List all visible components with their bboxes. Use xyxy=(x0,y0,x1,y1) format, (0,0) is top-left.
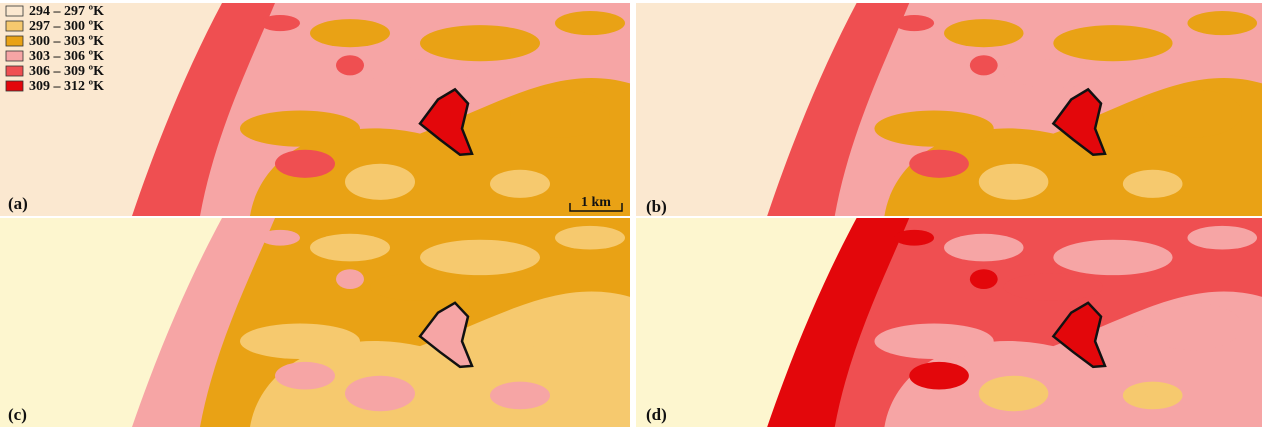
map-panel xyxy=(0,218,630,427)
legend-label: 297 – 300 ºK xyxy=(29,19,104,34)
legend-label: 306 – 309 ºK xyxy=(29,64,104,79)
legend-swatch xyxy=(5,50,24,62)
legend-label: 309 – 312 ºK xyxy=(29,79,104,94)
legend-label: 303 – 306 ºK xyxy=(29,49,104,64)
map-panel xyxy=(636,3,1262,216)
scale-label: 1 km xyxy=(581,195,611,210)
scale-bar xyxy=(569,203,623,212)
legend-label: 300 – 303 ºK xyxy=(29,34,104,49)
legend-swatch xyxy=(5,35,24,47)
legend-swatch xyxy=(5,80,24,92)
panel-label: (b) xyxy=(646,197,667,216)
legend-swatch xyxy=(5,5,24,17)
panel-label: (c) xyxy=(8,405,27,424)
legend-swatch xyxy=(5,65,24,77)
panel-label: (d) xyxy=(646,405,667,424)
legend-swatch xyxy=(5,20,24,32)
map-panel xyxy=(636,218,1262,427)
panel-label: (a) xyxy=(8,194,28,213)
legend-label: 294 – 297 ºK xyxy=(29,4,104,19)
